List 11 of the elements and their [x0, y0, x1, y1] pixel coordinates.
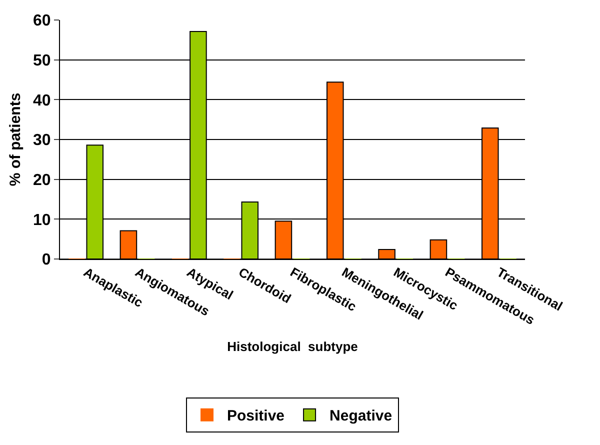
legend-label: Positive — [227, 408, 285, 425]
y-tick-label: 10 — [33, 212, 51, 229]
y-axis-title: % of patients — [7, 92, 24, 186]
y-tick-label: 50 — [33, 52, 51, 70]
legend-label: Negative — [330, 408, 392, 425]
y-tick-label: 0 — [42, 252, 51, 269]
y-tick-label: 30 — [33, 132, 51, 150]
y-tick-label: 20 — [33, 172, 51, 189]
y-tick-label: 60 — [33, 12, 51, 30]
x-axis-title: Histological subtype — [227, 339, 358, 354]
y-tick-label: 40 — [33, 92, 51, 110]
